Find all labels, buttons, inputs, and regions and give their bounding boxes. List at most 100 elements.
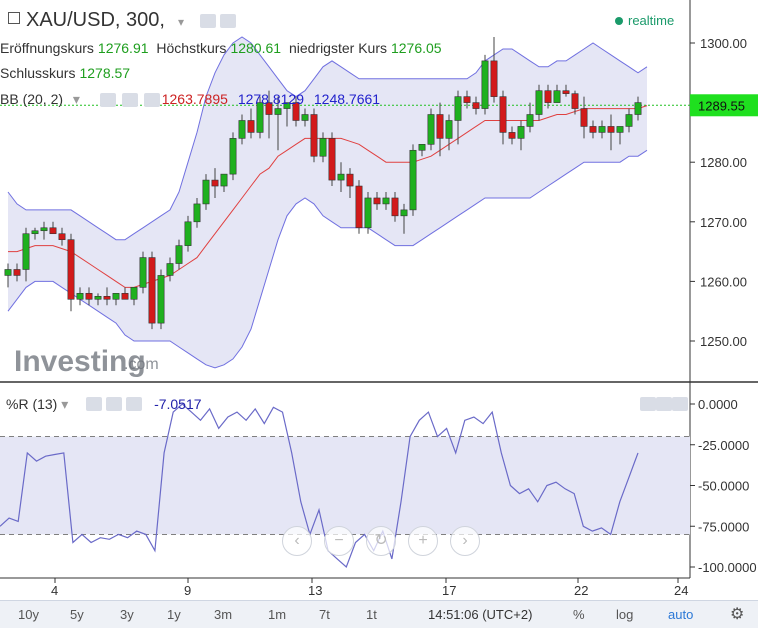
range-10y[interactable]: 10y	[18, 607, 39, 622]
candle-body	[382, 197, 390, 205]
candle-body	[13, 269, 21, 276]
candle-body	[112, 293, 120, 300]
candle-body	[301, 114, 309, 121]
candle-body	[364, 197, 372, 229]
watermark-suffix: .com	[124, 356, 159, 373]
x-tick-label: 4	[51, 583, 58, 598]
bb-value-2: 1278.8129	[237, 91, 304, 107]
candle-body	[346, 173, 354, 187]
zoom-in-button[interactable]: +	[408, 526, 438, 556]
candle-body	[607, 126, 615, 133]
scroll-left-button[interactable]: ‹	[282, 526, 312, 556]
candle-body	[157, 275, 165, 324]
log-scale-toggle[interactable]: log	[616, 607, 634, 622]
y-tick-label: 1260.00	[700, 274, 747, 289]
candle-body	[121, 293, 129, 300]
candle-body	[544, 90, 552, 103]
visibility-checkbox-icon[interactable]	[8, 12, 20, 24]
candle-body	[220, 173, 228, 187]
bottom-toolbar: 10y 5y 3y 1y 3m 1m 7t 1t 14:51:06 (UTC+2…	[0, 600, 758, 628]
bb-legend: BB (20, 2) ▾ 1263.7895 1278.8129 1248.76…	[0, 91, 386, 108]
bb-value-3: 1248.7661	[313, 91, 381, 107]
realtime-status: realtime	[615, 13, 674, 28]
bb-label[interactable]: BB (20, 2)	[0, 91, 64, 107]
candle-body	[202, 179, 210, 205]
open-label: Eröffnungskurs	[0, 40, 94, 56]
legend-control-icon	[106, 397, 122, 411]
bb-lower-line	[7, 149, 648, 369]
candle-body	[562, 90, 570, 94]
zoom-out-button[interactable]: −	[324, 526, 354, 556]
candle-body	[454, 96, 462, 121]
range-7t[interactable]: 7t	[319, 607, 330, 622]
legend-control-icon	[200, 14, 216, 28]
high-label: Höchstkurs	[156, 40, 227, 56]
candle-body	[634, 102, 642, 115]
x-tick-label: 17	[442, 583, 456, 598]
legend-control-icon	[86, 397, 102, 411]
wr-tick-label: -50.0000	[698, 479, 749, 494]
range-3m[interactable]: 3m	[214, 607, 233, 622]
wr-tick-label: -100.0000	[698, 560, 757, 575]
wr-band-fill	[0, 436, 690, 535]
candle-body	[58, 233, 66, 240]
candle-body	[580, 108, 588, 127]
wr-label[interactable]: %R (13)	[6, 396, 58, 412]
legend-control-icon	[672, 397, 688, 411]
chevron-down-icon[interactable]: ▾	[72, 91, 80, 107]
candle-body	[490, 60, 498, 97]
candle-body	[355, 185, 363, 229]
bb-band-fill	[8, 37, 647, 368]
range-1y[interactable]: 1y	[167, 607, 181, 622]
candle-body	[553, 90, 561, 103]
candle-body	[211, 179, 219, 187]
candle-body	[85, 293, 93, 300]
legend-control-icon	[126, 397, 142, 411]
candle-body	[247, 120, 255, 133]
legend-control-icon	[144, 93, 160, 107]
range-5y[interactable]: 5y	[70, 607, 84, 622]
candle-body	[328, 138, 336, 181]
candle-body	[40, 227, 48, 232]
chart-svg[interactable]: Investing.com1300.001290.001280.001270.0…	[0, 0, 758, 600]
candle-body	[193, 203, 201, 223]
candle-body	[265, 102, 273, 115]
wr-tick-label: 0.0000	[698, 397, 738, 412]
candle-body	[175, 245, 183, 264]
reset-button[interactable]: ↻	[366, 526, 396, 556]
bb-middle-line	[8, 105, 648, 288]
candle-body	[400, 209, 408, 217]
watermark-logo: Investing	[14, 345, 146, 378]
bb-value-1: 1263.7895	[161, 91, 228, 107]
open-value: 1276.91	[97, 40, 149, 56]
x-tick-label: 24	[674, 583, 688, 598]
candle-body	[166, 263, 174, 276]
candle-body	[526, 114, 534, 127]
candle-body	[418, 144, 426, 151]
wr-series-line	[0, 403, 639, 569]
candle-body	[427, 114, 435, 145]
realtime-label: realtime	[628, 13, 675, 28]
y-tick-label: 1300.00	[700, 36, 747, 51]
candle-body	[184, 221, 192, 246]
candle-body	[337, 173, 345, 181]
wr-tick-label: -75.0000	[698, 519, 749, 534]
realtime-dot-icon	[615, 17, 623, 25]
ohlc-legend-row2: Schlusskurs 1278.57	[0, 65, 134, 81]
range-3y[interactable]: 3y	[120, 607, 134, 622]
auto-scale-toggle[interactable]: auto	[668, 607, 694, 622]
chevron-down-icon: ▾	[178, 15, 184, 29]
candle-body	[283, 102, 291, 109]
x-tick-label: 13	[308, 583, 322, 598]
percent-scale-toggle[interactable]: %	[573, 607, 585, 622]
range-1m[interactable]: 1m	[268, 607, 287, 622]
legend-control-icon	[640, 397, 656, 411]
gear-icon[interactable]: ⚙	[730, 606, 745, 623]
legend-control-icon	[122, 93, 138, 107]
chevron-down-icon[interactable]: ▾	[61, 396, 69, 412]
clock-time[interactable]: 14:51:06 (UTC+2)	[428, 607, 533, 622]
y-tick-label: 1280.00	[700, 155, 747, 170]
candle-body	[481, 60, 489, 109]
scroll-right-button[interactable]: ›	[450, 526, 480, 556]
range-1t[interactable]: 1t	[366, 607, 377, 622]
